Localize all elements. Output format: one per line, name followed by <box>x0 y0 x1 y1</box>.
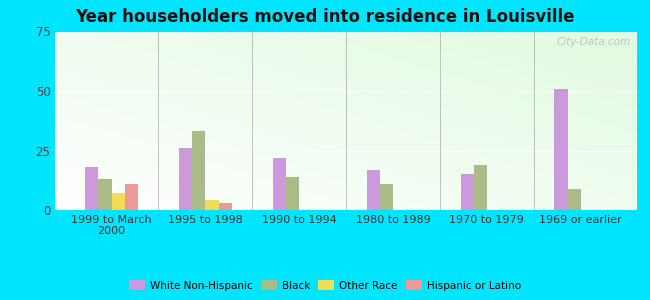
Bar <box>380 184 393 210</box>
Bar <box>218 203 231 210</box>
Text: Year householders moved into residence in Louisville: Year householders moved into residence i… <box>75 8 575 26</box>
Bar <box>461 174 474 210</box>
Bar <box>125 184 138 210</box>
Legend: White Non-Hispanic, Black, Other Race, Hispanic or Latino: White Non-Hispanic, Black, Other Race, H… <box>125 276 525 295</box>
Bar <box>98 179 112 210</box>
Bar <box>554 88 567 210</box>
Bar <box>179 148 192 210</box>
Bar <box>112 193 125 210</box>
Bar <box>367 169 380 210</box>
Bar <box>286 177 299 210</box>
Text: City-Data.com: City-Data.com <box>557 37 631 47</box>
Bar <box>273 158 286 210</box>
Bar <box>474 165 487 210</box>
Bar <box>85 167 98 210</box>
Bar <box>192 131 205 210</box>
Bar <box>205 200 218 210</box>
Bar <box>567 189 580 210</box>
